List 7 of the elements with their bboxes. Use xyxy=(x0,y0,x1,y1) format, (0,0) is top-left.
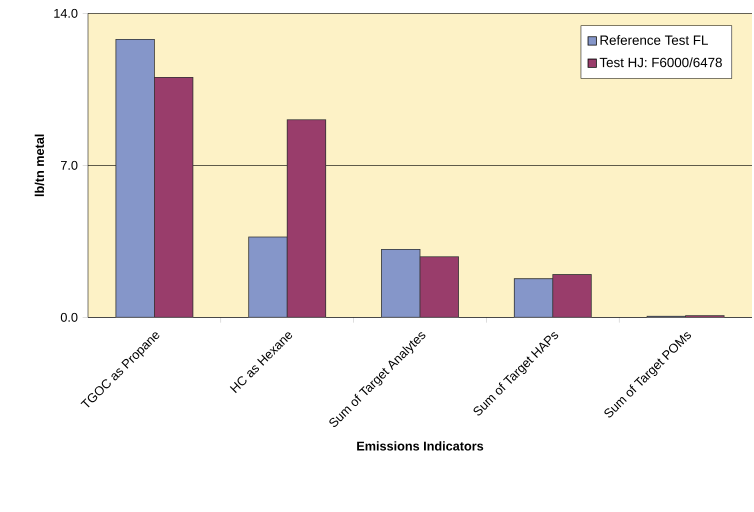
y-tick-label: 14.0 xyxy=(54,8,78,18)
y-tick-label: 7.0 xyxy=(61,160,78,170)
legend-label: Reference Test FL xyxy=(600,35,708,45)
y-tick-label: 0.0 xyxy=(60,312,78,322)
legend-label: Test HJ: F6000/6478 xyxy=(600,57,722,68)
y-axis-title: lb/tn metal xyxy=(34,134,44,196)
x-axis-title: Emissions Indicators xyxy=(357,441,484,451)
